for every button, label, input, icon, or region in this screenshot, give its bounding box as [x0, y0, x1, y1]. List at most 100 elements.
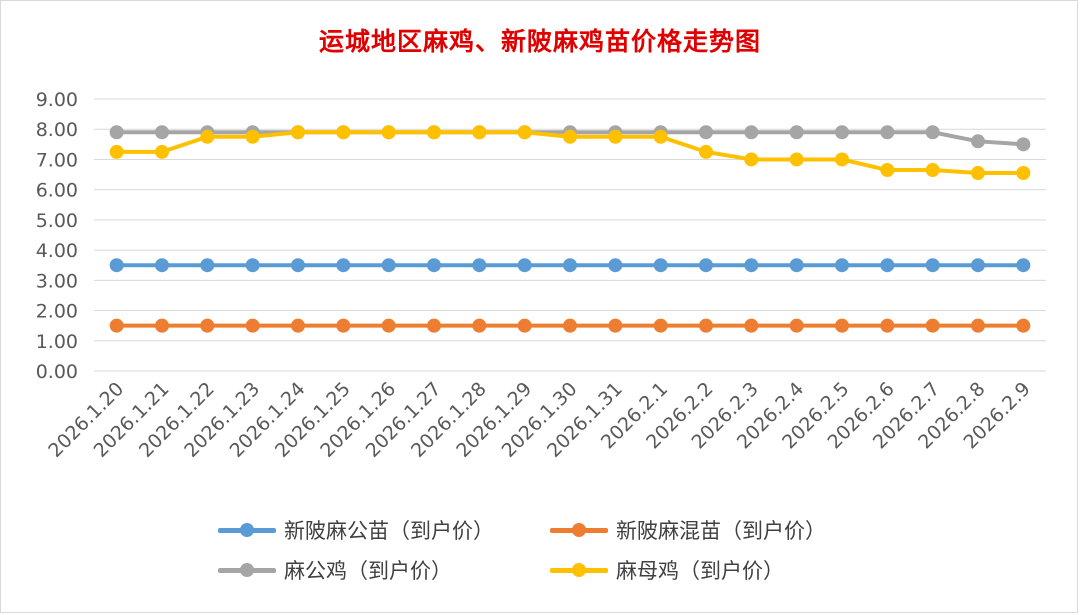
data-point-1[interactable] — [744, 318, 759, 333]
data-point-3[interactable] — [200, 129, 215, 144]
data-point-1[interactable] — [653, 318, 668, 333]
data-point-1[interactable] — [880, 318, 895, 333]
data-point-3[interactable] — [653, 129, 668, 144]
data-point-1[interactable] — [699, 318, 713, 333]
data-point-1[interactable] — [381, 318, 396, 333]
data-point-1[interactable] — [517, 318, 532, 333]
data-point-3[interactable] — [835, 152, 849, 167]
y-tick-label: 4.00 — [36, 240, 78, 262]
data-point-0[interactable] — [427, 258, 441, 273]
data-point-3[interactable] — [472, 125, 487, 140]
data-point-1[interactable] — [200, 318, 215, 333]
data-point-3[interactable] — [517, 125, 532, 140]
y-tick-label: 0.00 — [36, 361, 78, 383]
data-point-2[interactable] — [835, 125, 849, 140]
data-point-1[interactable] — [563, 318, 577, 333]
data-point-1[interactable] — [427, 318, 441, 333]
y-tick-label: 1.00 — [36, 331, 78, 353]
chart-title: 运城地区麻鸡、新陂麻鸡苗价格走势图 — [318, 27, 761, 56]
data-point-1[interactable] — [925, 318, 940, 333]
data-point-3[interactable] — [563, 129, 577, 144]
y-axis-ticks: 0.00 1.00 2.00 3.00 4.00 5.00 6.00 7.00 8.00 9.00 — [36, 89, 78, 383]
data-point-2[interactable] — [109, 125, 124, 140]
data-point-0[interactable] — [835, 258, 849, 273]
data-point-3[interactable] — [880, 163, 895, 178]
data-point-0[interactable] — [880, 258, 895, 273]
legend-marker-0 — [240, 523, 254, 537]
data-point-1[interactable] — [291, 318, 305, 333]
data-point-2[interactable] — [880, 125, 895, 140]
data-point-0[interactable] — [336, 258, 351, 273]
data-point-0[interactable] — [971, 258, 985, 273]
data-point-1[interactable] — [109, 318, 124, 333]
data-point-0[interactable] — [155, 258, 169, 273]
data-point-2[interactable] — [971, 134, 985, 149]
legend-label-3: 麻母鸡（到户价） — [616, 559, 784, 583]
y-tick-label: 8.00 — [36, 119, 78, 141]
data-point-2[interactable] — [699, 125, 713, 140]
data-point-1[interactable] — [789, 318, 804, 333]
data-point-0[interactable] — [381, 258, 396, 273]
data-point-0[interactable] — [608, 258, 623, 273]
data-point-1[interactable] — [971, 318, 985, 333]
data-point-0[interactable] — [744, 258, 759, 273]
data-point-3[interactable] — [699, 144, 713, 159]
data-point-1[interactable] — [155, 318, 169, 333]
data-point-3[interactable] — [109, 144, 124, 159]
legend-swatch-2 — [218, 560, 276, 580]
y-tick-label: 2.00 — [36, 301, 78, 323]
data-point-0[interactable] — [200, 258, 215, 273]
x-axis-ticks: 2026.1.202026.1.212026.1.222026.1.232026… — [44, 378, 1035, 462]
data-point-0[interactable] — [109, 258, 124, 273]
legend-item-3[interactable]: 麻母鸡（到户价） — [550, 555, 784, 585]
data-point-2[interactable] — [1016, 137, 1031, 152]
data-point-1[interactable] — [245, 318, 260, 333]
y-tick-label: 7.00 — [36, 149, 78, 171]
legend-item-1[interactable]: 新陂麻混苗（到户价） — [550, 515, 826, 545]
data-point-1[interactable] — [608, 318, 623, 333]
data-point-2[interactable] — [925, 125, 940, 140]
data-point-3[interactable] — [744, 152, 759, 167]
legend-swatch-1 — [550, 520, 608, 540]
data-point-0[interactable] — [472, 258, 487, 273]
data-point-2[interactable] — [744, 125, 759, 140]
data-point-3[interactable] — [925, 163, 940, 178]
data-point-3[interactable] — [971, 166, 985, 181]
data-point-0[interactable] — [789, 258, 804, 273]
data-point-3[interactable] — [336, 125, 351, 140]
data-point-3[interactable] — [245, 129, 260, 144]
legend-marker-3 — [572, 563, 586, 577]
data-point-3[interactable] — [608, 129, 623, 144]
data-point-0[interactable] — [563, 258, 577, 273]
data-point-2[interactable] — [155, 125, 169, 140]
data-point-1[interactable] — [835, 318, 849, 333]
data-point-3[interactable] — [381, 125, 396, 140]
data-point-0[interactable] — [517, 258, 532, 273]
data-point-3[interactable] — [427, 125, 441, 140]
data-point-1[interactable] — [336, 318, 351, 333]
data-point-3[interactable] — [789, 152, 804, 167]
data-point-1[interactable] — [472, 318, 487, 333]
data-point-0[interactable] — [653, 258, 668, 273]
series-group — [109, 125, 1031, 333]
data-point-2[interactable] — [789, 125, 804, 140]
data-point-3[interactable] — [1016, 166, 1031, 181]
data-point-0[interactable] — [699, 258, 713, 273]
data-point-0[interactable] — [1016, 258, 1031, 273]
y-tick-label: 3.00 — [36, 270, 78, 292]
legend-marker-1 — [572, 523, 586, 537]
y-tick-label: 9.00 — [36, 89, 78, 111]
data-point-1[interactable] — [1016, 318, 1031, 333]
data-point-3[interactable] — [291, 125, 305, 140]
legend-swatch-0 — [218, 520, 276, 540]
data-point-0[interactable] — [245, 258, 260, 273]
y-tick-label: 5.00 — [36, 210, 78, 232]
data-point-3[interactable] — [155, 144, 169, 159]
legend-label-2: 麻公鸡（到户价） — [284, 559, 452, 583]
legend-item-2[interactable]: 麻公鸡（到户价） — [218, 555, 452, 585]
y-tick-label: 6.00 — [36, 180, 78, 202]
data-point-0[interactable] — [925, 258, 940, 273]
legend-item-0[interactable]: 新陂麻公苗（到户价） — [218, 515, 494, 545]
data-point-0[interactable] — [291, 258, 305, 273]
